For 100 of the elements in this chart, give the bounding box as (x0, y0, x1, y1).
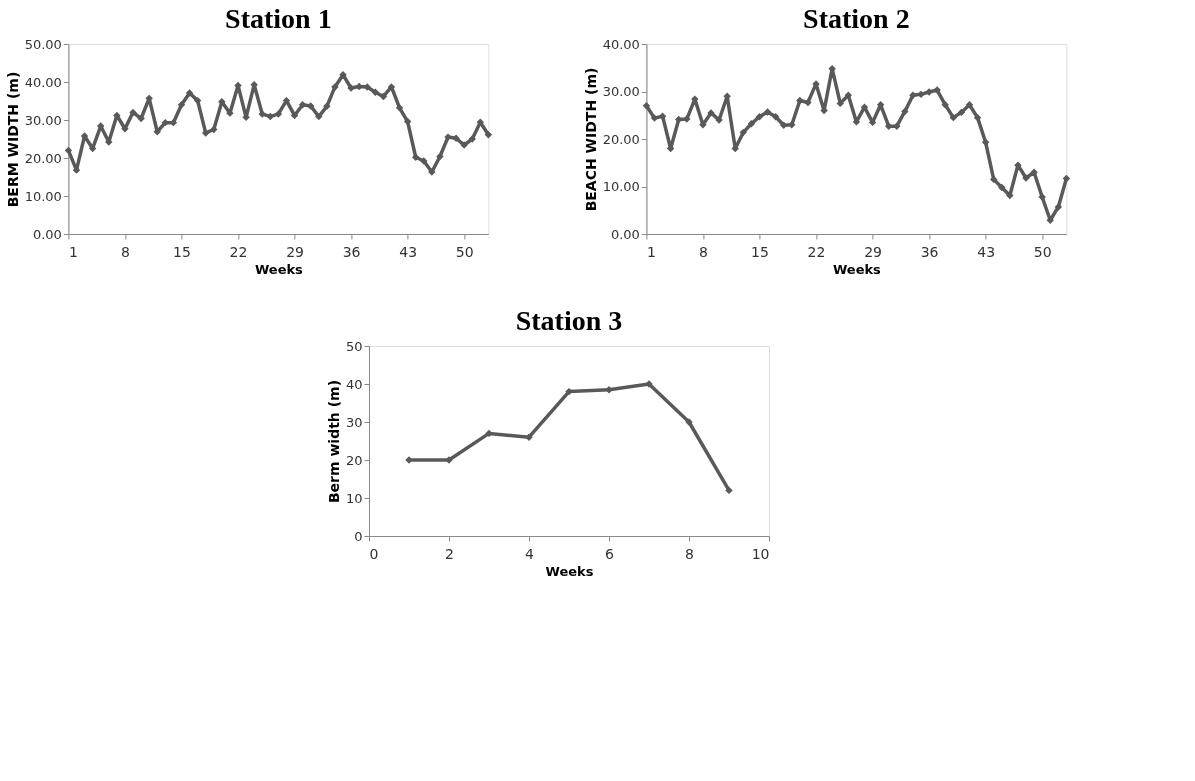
x-axis-title: Weeks (545, 563, 594, 579)
point (452, 134, 460, 142)
point (1062, 174, 1071, 183)
x-tick-label: 8 (698, 243, 708, 260)
y-tick-label: 10.00 (602, 179, 640, 194)
x-tick-label: 22 (229, 243, 248, 260)
point (266, 112, 275, 121)
y-tick-label: 50 (345, 338, 363, 354)
y-tick-label: 40 (345, 376, 363, 392)
point (298, 101, 307, 109)
point (323, 102, 331, 111)
point (395, 104, 404, 112)
y-tick-label: 10.00 (24, 188, 62, 204)
point (412, 153, 420, 161)
y-tick-label: 50.00 (24, 36, 62, 52)
x-tick-label: 36 (342, 243, 361, 260)
point (957, 108, 966, 117)
point (998, 183, 1006, 192)
point (258, 110, 266, 118)
point (780, 121, 788, 129)
point (804, 98, 812, 107)
y-axis-title: BEACH WIDTH (m) (582, 67, 599, 212)
x-tick-label: 0 (369, 545, 379, 562)
y-axis-title: Berm width (m) (325, 379, 342, 504)
x-tick-label: 50 (455, 243, 474, 260)
x-tick-label: 8 (120, 243, 130, 260)
y-tick-label: 30.00 (24, 112, 62, 128)
point (315, 112, 323, 121)
x-tick-label: 22 (807, 243, 826, 260)
y-tick-label: 20 (345, 452, 363, 468)
x-tick-label: 43 (977, 243, 996, 260)
point (379, 92, 388, 101)
y-tick-label: 20.00 (602, 131, 640, 147)
point (193, 96, 202, 105)
x-tick-label: 29 (286, 243, 304, 260)
y-tick-label: 0.00 (32, 226, 62, 242)
point (210, 125, 218, 134)
x-tick-label: 10 (751, 545, 770, 562)
y-tick-label: 40.00 (24, 74, 62, 90)
y-tick-label: 0 (354, 528, 363, 544)
x-tick-label: 15 (173, 243, 191, 260)
point (355, 82, 363, 91)
point (941, 101, 949, 109)
point (771, 112, 780, 121)
point (755, 112, 764, 121)
point (484, 131, 493, 139)
point (739, 128, 748, 137)
point (973, 113, 982, 122)
x-tick-label: 6 (605, 545, 615, 562)
point (290, 111, 299, 120)
chart-title: Station 2 (803, 3, 910, 34)
x-tick-label: 4 (525, 545, 535, 562)
point (917, 90, 925, 99)
x-tick-label: 50 (1033, 243, 1052, 260)
x-tick-label: 43 (399, 243, 418, 260)
point (177, 101, 186, 109)
y-tick-label: 20.00 (24, 150, 62, 166)
x-axis-title: Weeks (254, 261, 304, 277)
y-axis-title: BERM WIDTH (m) (4, 71, 21, 208)
point (909, 91, 917, 100)
x-tick-label: 29 (864, 243, 882, 260)
point (137, 114, 145, 123)
x-tick-label: 1 (646, 243, 656, 260)
x-tick-label: 8 (685, 545, 694, 562)
y-tick-label: 10 (345, 490, 363, 506)
point (436, 152, 444, 161)
point (763, 108, 772, 116)
point (129, 108, 137, 117)
y-tick-label: 30.00 (602, 84, 640, 99)
point (981, 138, 990, 147)
point (901, 107, 909, 116)
point (185, 89, 194, 97)
x-tick-label: 15 (751, 243, 769, 260)
point (788, 121, 796, 129)
point (965, 101, 974, 109)
point (202, 129, 210, 137)
point (642, 102, 651, 110)
point (363, 83, 371, 91)
point (949, 113, 958, 122)
x-tick-label: 36 (920, 243, 939, 260)
point (371, 88, 380, 96)
point (990, 175, 998, 184)
point (796, 96, 804, 105)
point (747, 120, 756, 128)
point (658, 112, 667, 120)
point (274, 110, 283, 118)
x-axis-title: Weeks (832, 261, 882, 277)
x-tick-label: 1 (68, 243, 78, 260)
y-tick-label: 40.00 (602, 36, 640, 52)
point (725, 486, 733, 495)
point (307, 102, 315, 110)
point (403, 117, 412, 126)
point (1054, 203, 1063, 211)
x-tick-label: 2 (445, 545, 454, 562)
chart-title: Station 3 (515, 305, 623, 336)
point (893, 122, 901, 130)
y-tick-label: 30 (345, 414, 363, 430)
chart-title: Station 1 (225, 3, 332, 34)
point (64, 146, 73, 155)
y-tick-label: 0.00 (610, 226, 640, 242)
